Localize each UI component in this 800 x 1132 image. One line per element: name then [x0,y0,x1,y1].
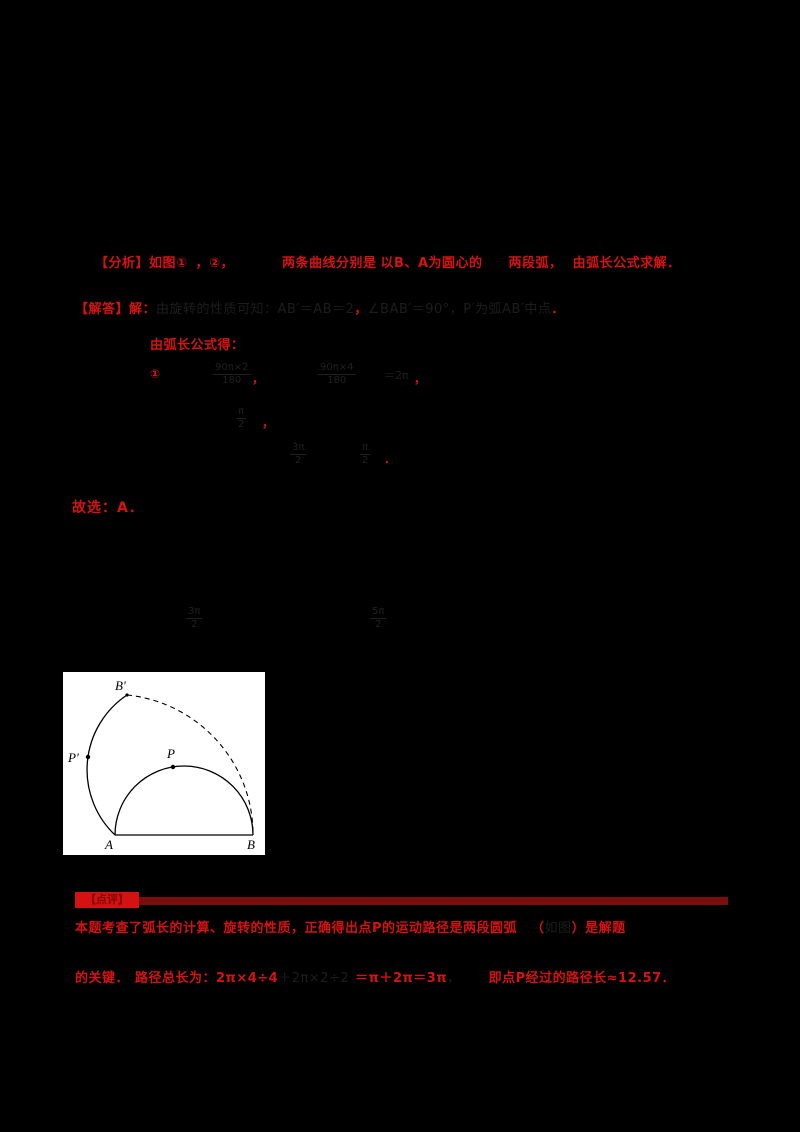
point-p-dot [170,764,176,770]
jieda-label: 【解答】解： [75,302,157,317]
fraction-denominator: 2 [290,453,307,467]
point-a-label: A [104,837,113,852]
analysis-run: 【分析】如图① [95,256,188,271]
review-run: 如图 [544,921,572,936]
review-run: 即点P经过的路径长≈12.57． [488,971,676,986]
fraction-denominator: 180 [213,373,251,387]
review-line-2: 的关键． 路径总长为：2π×4÷4＋2π×2÷2 ＝π＋2π＝3π， 即点P经过的路径… [75,971,675,987]
fraction: 5π 2 [370,606,387,631]
analysis-run: ， [549,256,563,271]
fraction-numerator: 3π [292,442,305,453]
equation-result: ＝2π [384,369,409,382]
analysis-run: 两条曲线分别是 [282,256,377,271]
review-run: ＝π＋2π＝3π [355,971,448,986]
fraction: 90π×2 180 [213,362,251,386]
jieda-dark-2: ∠BAB′＝90°，P′为弧AB′中点 [367,302,552,317]
fraction-numerator: π [362,442,369,453]
jieda-period: ． [551,302,565,317]
review-line-1: 本题考查了弧长的计算、旋转的性质，正确得出点P的运动路径是两段圆弧 （如图）是解题 [75,921,626,937]
analysis-run: ，②， [195,256,235,271]
point-b-label: B [247,837,255,852]
review-run: ＋2π×2÷2 [278,971,350,986]
fraction-denominator: 2 [370,617,387,631]
arc-semicircle-ab [114,765,254,836]
analysis-line: 【分析】如图① ，②， 两条曲线分别是 以B、A为圆心的 两段弧， 由弧长公式求解． [95,256,681,272]
fraction-denominator: 2 [236,417,247,430]
solution-step-line: 【解答】解：由旋转的性质可知：AB′＝AB＝2，∠BAB′＝90°，P′为弧AB… [75,302,565,318]
analysis-run: 两段弧 [508,256,550,271]
review-run: ）是解题 [571,921,626,936]
fraction-denominator: 2 [186,617,203,631]
fraction: π 2 [360,442,371,466]
analysis-run: 由弧长公式求解． [572,256,681,271]
review-run: 本题考查了弧长的计算、旋转的性质，正确得出点P的运动路径是两段圆弧 [75,921,518,936]
fraction: 3π 2 [290,442,307,467]
point-p-prime-label: P′ [67,750,79,765]
fraction-numerator: 90π×4 [320,362,354,373]
comma-mark: ， [414,372,427,386]
formula-intro-line: 由弧长公式得： [150,338,245,354]
geometry-figure: B′ P′ P A B [63,672,265,855]
review-tag: 【点评】 [75,892,139,908]
review-run: 路径总长为：2π×4÷4 [135,971,279,986]
review-run: （ [531,921,545,936]
figure-canvas: B′ P′ P A B [67,678,255,852]
fraction-numerator: π [238,406,245,417]
fraction-numerator: 90π×2 [215,362,249,373]
arc-dashed-rotation-path [126,694,254,836]
fraction-denominator: 2 [360,453,371,466]
point-b-prime-dot [125,693,129,697]
review-run: 的关键． [75,971,130,986]
fraction: 3π 2 [186,606,203,631]
analysis-run: 以B、A为圆心的 [380,256,483,271]
comma-mark: ， [262,416,275,430]
jieda-comma: ， [354,302,368,317]
point-p-label: P [166,746,175,761]
fraction: π 2 [236,406,247,430]
review-rule [75,897,728,905]
formula-intro: 由弧长公式得： [150,338,245,353]
fraction-denominator: 180 [318,373,356,387]
circled-1-marker: ① [150,367,161,381]
fraction-numerator: 5π [372,606,385,617]
fraction: 90π×4 180 [318,362,356,386]
arc-rotated-semicircle [86,694,128,836]
answer-choice: 故选：A． [72,500,144,516]
jieda-dark-1: 由旋转的性质可知：AB′＝AB＝2 [156,302,355,317]
comma-mark: ， [252,372,265,386]
point-p-prime-dot [85,754,91,760]
point-b-prime-label: B′ [115,678,126,693]
fraction-numerator: 3π [188,606,201,617]
period-mark: ． [384,452,397,466]
review-run: ， [447,971,461,986]
